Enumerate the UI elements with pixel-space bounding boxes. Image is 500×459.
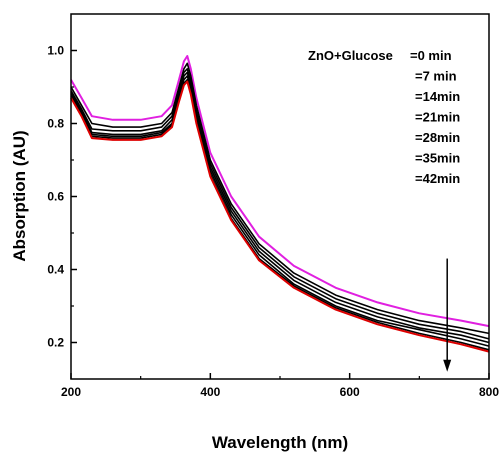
- series-line-3: [70, 71, 490, 344]
- y-tick-label-1: 0.4: [47, 263, 64, 277]
- x-tick-label-1: 400: [200, 385, 220, 399]
- series-line-6: [70, 80, 490, 353]
- arrow-annotation: [443, 258, 452, 372]
- series-layer: [70, 55, 490, 353]
- x-tick-label-2: 600: [340, 385, 360, 399]
- series-line-4: [70, 75, 490, 347]
- legend-title: ZnO+Glucose: [308, 48, 393, 63]
- x-tick-label-3: 800: [479, 385, 499, 399]
- y-tick-label-0: 0.2: [47, 336, 64, 350]
- series-line-0: [70, 55, 490, 328]
- y-tick-label-3: 0.8: [47, 117, 64, 131]
- legend-entry-0: =0 min: [410, 48, 452, 63]
- x-axis-title: Wavelength (nm): [212, 433, 348, 452]
- legend-entry-3: =21min: [415, 110, 460, 125]
- y-tick-label-4: 1.0: [47, 44, 64, 58]
- legend-entry-5: =35min: [415, 151, 460, 166]
- y-axis-title: Absorption (AU): [10, 130, 29, 261]
- series-line-1: [70, 62, 490, 335]
- legend-entry-1: =7 min: [415, 69, 457, 84]
- legend-entry-6: =42min: [415, 171, 460, 186]
- x-tick-label-0: 200: [61, 385, 81, 399]
- arrow-head: [443, 359, 452, 372]
- legend: ZnO+Glucose =0 min =7 min =14min =21min =28mi…: [308, 48, 460, 186]
- legend-entry-2: =14min: [415, 89, 460, 104]
- series-line-2: [70, 68, 490, 340]
- y-tick-label-2: 0.6: [47, 190, 64, 204]
- ticks-layer: 200 400 600 800 0.2 0.4 0.6 0.8 1.0: [47, 44, 499, 400]
- legend-entry-4: =28min: [415, 130, 460, 145]
